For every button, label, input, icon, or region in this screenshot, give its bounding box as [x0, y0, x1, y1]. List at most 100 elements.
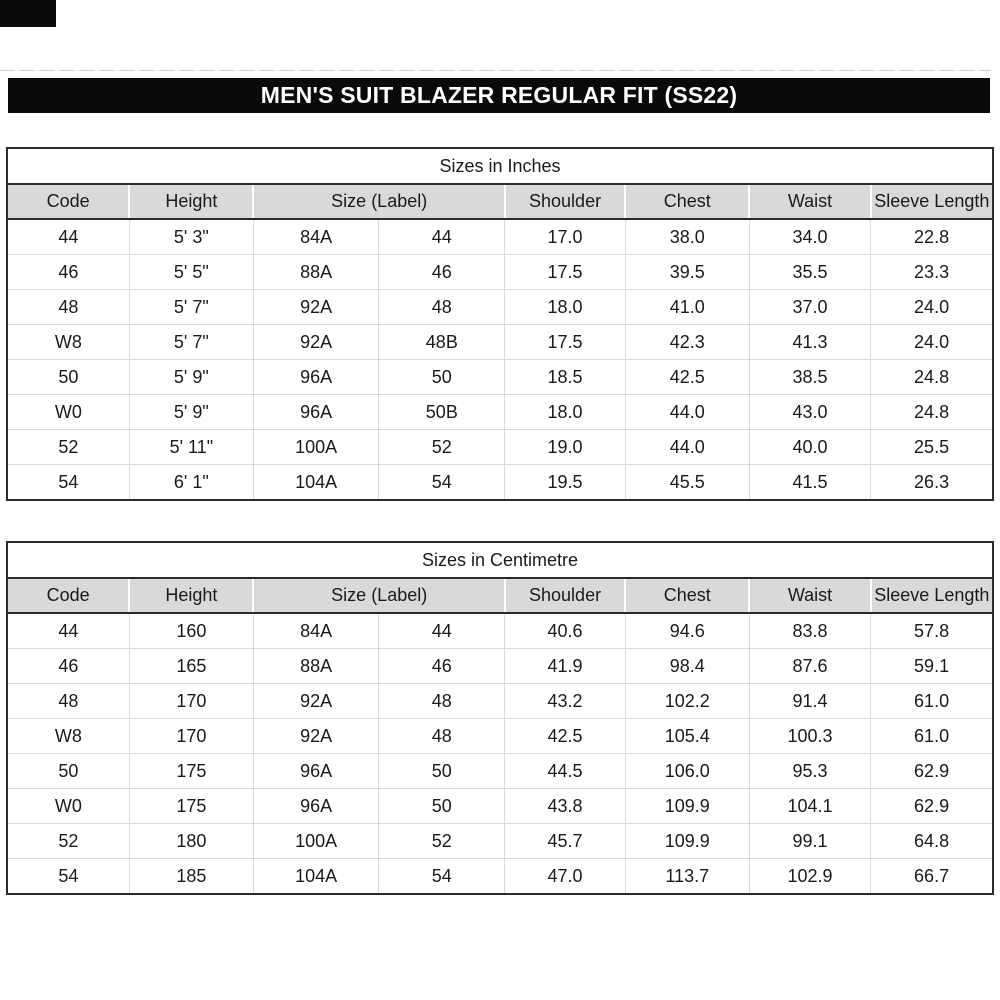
table-cell: 50 [378, 753, 506, 789]
table-row: W0 175 96A 50 43.8 109.9 104.1 62.9 [7, 788, 993, 824]
table-cell: 24.8 [870, 394, 993, 430]
column-header: Height [128, 184, 254, 220]
table-cell: 45.5 [624, 464, 750, 500]
table-cell: W8 [7, 718, 130, 754]
table-cell: 54 [7, 858, 130, 894]
table-cell: 17.5 [504, 254, 626, 290]
table-row: 52 180 100A 52 45.7 109.9 99.1 64.8 [7, 823, 993, 859]
table-cell: 160 [128, 612, 254, 649]
table-row: 54 6' 1" 104A 54 19.5 45.5 41.5 26.3 [7, 464, 993, 500]
size-table-inches: Sizes in Inches Code Height Size (Label) Sho… [6, 147, 994, 501]
table-row: W8 5' 7" 92A 48B 17.5 42.3 41.3 24.0 [7, 324, 993, 360]
table-cell: 62.9 [870, 788, 993, 824]
table-title: Sizes in Centimetre [7, 542, 993, 579]
table-cell: 96A [252, 359, 380, 395]
table-cell: 23.3 [870, 254, 993, 290]
table-cell: 46 [7, 648, 130, 684]
table-cell: 104.1 [748, 788, 872, 824]
table-cell: 17.5 [504, 324, 626, 360]
table-cell: 37.0 [748, 289, 872, 325]
table-cell: 42.5 [624, 359, 750, 395]
table-cell: 88A [252, 254, 380, 290]
table-cell: 48 [7, 683, 130, 719]
table-row: 48 170 92A 48 43.2 102.2 91.4 61.0 [7, 683, 993, 719]
column-header: Size (Label) [252, 578, 505, 614]
table-cell: 54 [378, 464, 506, 500]
table-row: 44 5' 3" 84A 44 17.0 38.0 34.0 22.8 [7, 218, 993, 255]
table-cell: 96A [252, 788, 380, 824]
table-cell: 92A [252, 324, 380, 360]
table-cell: 48 [378, 683, 506, 719]
table-cell: 105.4 [624, 718, 750, 754]
table-cell: 46 [378, 254, 506, 290]
table-cell: 44 [378, 218, 506, 255]
table-cell: W8 [7, 324, 130, 360]
table-row: 48 5' 7" 92A 48 18.0 41.0 37.0 24.0 [7, 289, 993, 325]
table-cell: 109.9 [624, 788, 750, 824]
table-cell: 6' 1" [128, 464, 254, 500]
table-cell: 54 [7, 464, 130, 500]
table-cell: 43.8 [504, 788, 626, 824]
table-row: W0 5' 9" 96A 50B 18.0 44.0 43.0 24.8 [7, 394, 993, 430]
table-cell: 5' 5" [128, 254, 254, 290]
table-cell: 41.9 [504, 648, 626, 684]
column-header: Sleeve Length [869, 184, 993, 220]
table-cell: 100.3 [748, 718, 872, 754]
table-cell: 180 [128, 823, 254, 859]
table-cell: W0 [7, 788, 130, 824]
table-cell: 185 [128, 858, 254, 894]
table-cell: 61.0 [870, 718, 993, 754]
table-cell: 44 [7, 612, 130, 649]
table-cell: 54 [378, 858, 506, 894]
table-title: Sizes in Inches [7, 148, 993, 185]
top-divider-line [0, 70, 991, 71]
table-cell: 5' 3" [128, 218, 254, 255]
table-cell: 100A [252, 429, 380, 465]
table-cell: 44 [378, 612, 506, 649]
table-cell: 24.0 [870, 324, 993, 360]
table-cell: 43.2 [504, 683, 626, 719]
table-cell: 42.5 [504, 718, 626, 754]
table-cell: 18.0 [504, 289, 626, 325]
table-cell: 26.3 [870, 464, 993, 500]
table-cell: 48 [378, 718, 506, 754]
table-cell: 102.9 [748, 858, 872, 894]
table-cell: 95.3 [748, 753, 872, 789]
column-header: Chest [624, 184, 750, 220]
table-cell: 22.8 [870, 218, 993, 255]
table-cell: 94.6 [624, 612, 750, 649]
table-cell: 44.5 [504, 753, 626, 789]
table-cell: 106.0 [624, 753, 750, 789]
table-cell: 100A [252, 823, 380, 859]
table-cell: 44 [7, 218, 130, 255]
table-cell: 96A [252, 753, 380, 789]
table-cell: 42.3 [624, 324, 750, 360]
table-cell: 92A [252, 289, 380, 325]
table-cell: 18.0 [504, 394, 626, 430]
table-cell: 50 [7, 359, 130, 395]
table-cell: 19.0 [504, 429, 626, 465]
table-cell: 24.0 [870, 289, 993, 325]
table-cell: 92A [252, 683, 380, 719]
table-cell: 98.4 [624, 648, 750, 684]
table-cell: 91.4 [748, 683, 872, 719]
table-cell: 47.0 [504, 858, 626, 894]
table-cell: 175 [128, 788, 254, 824]
table-cell: 96A [252, 394, 380, 430]
table-row: 44 160 84A 44 40.6 94.6 83.8 57.8 [7, 612, 993, 649]
table-row: 50 175 96A 50 44.5 106.0 95.3 62.9 [7, 753, 993, 789]
corner-black-mark [0, 0, 56, 27]
table-cell: 84A [252, 218, 380, 255]
table-cell: 45.7 [504, 823, 626, 859]
table-row: W8 170 92A 48 42.5 105.4 100.3 61.0 [7, 718, 993, 754]
column-header: Height [128, 578, 254, 614]
table-cell: 34.0 [748, 218, 872, 255]
table-cell: 5' 7" [128, 289, 254, 325]
table-cell: 62.9 [870, 753, 993, 789]
table-cell: 52 [378, 429, 506, 465]
column-header: Chest [624, 578, 750, 614]
column-header: Code [7, 578, 130, 614]
table-cell: 46 [7, 254, 130, 290]
column-header: Size (Label) [252, 184, 505, 220]
table-cell: 175 [128, 753, 254, 789]
